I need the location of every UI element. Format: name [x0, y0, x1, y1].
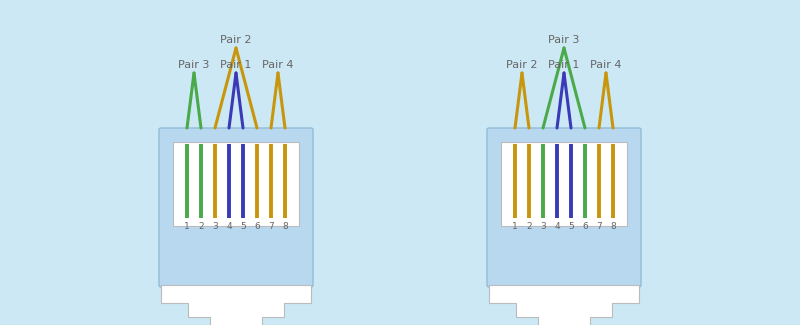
Text: 2: 2 — [198, 222, 204, 231]
Text: 1: 1 — [512, 222, 518, 231]
Text: 6: 6 — [582, 222, 588, 231]
Text: Pair 3: Pair 3 — [178, 60, 210, 70]
Text: 4: 4 — [226, 222, 232, 231]
Text: Pair 3: Pair 3 — [548, 35, 580, 45]
FancyBboxPatch shape — [159, 128, 313, 287]
Bar — [501, 142, 627, 226]
Text: 7: 7 — [268, 222, 274, 231]
Text: Pair 4: Pair 4 — [590, 60, 622, 70]
Text: 5: 5 — [568, 222, 574, 231]
Text: 3: 3 — [540, 222, 546, 231]
Text: Pair 2: Pair 2 — [506, 60, 538, 70]
FancyBboxPatch shape — [487, 128, 641, 287]
Text: 2: 2 — [526, 222, 532, 231]
Polygon shape — [489, 285, 639, 325]
Text: 8: 8 — [282, 222, 288, 231]
Text: Pair 1: Pair 1 — [548, 60, 580, 70]
Text: 1: 1 — [184, 222, 190, 231]
Bar — [173, 142, 299, 226]
Text: 7: 7 — [596, 222, 602, 231]
Polygon shape — [161, 285, 311, 325]
Text: 8: 8 — [610, 222, 616, 231]
Text: 4: 4 — [554, 222, 560, 231]
Text: 3: 3 — [212, 222, 218, 231]
Text: Pair 1: Pair 1 — [220, 60, 252, 70]
Text: 5: 5 — [240, 222, 246, 231]
Text: 6: 6 — [254, 222, 260, 231]
Text: Pair 2: Pair 2 — [220, 35, 252, 45]
Text: Pair 4: Pair 4 — [262, 60, 294, 70]
